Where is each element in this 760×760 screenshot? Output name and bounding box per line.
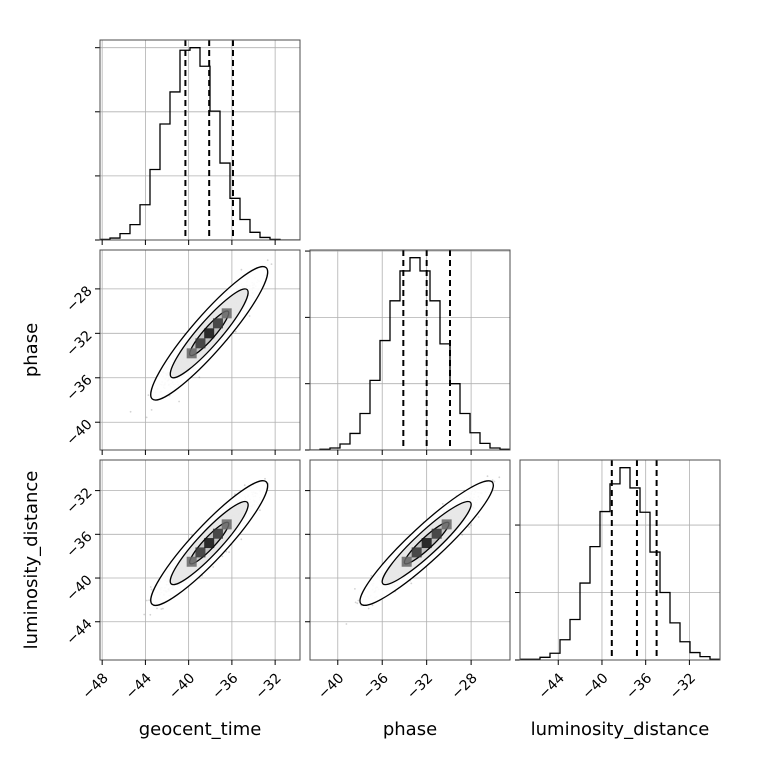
scatter-point xyxy=(370,574,373,577)
scatter-point xyxy=(477,516,480,518)
density-block xyxy=(186,348,197,359)
x-tick-label: −32 xyxy=(253,670,285,702)
histogram-panel-phase xyxy=(305,249,511,455)
scatter-point xyxy=(264,477,266,480)
pair-panel-phase-vs-luminosity_distance: −40 −36 −32 −28 xyxy=(305,459,511,703)
panel-frame xyxy=(309,249,511,451)
panel-frame xyxy=(99,249,301,451)
scatter-point xyxy=(234,493,236,495)
scatter-point xyxy=(356,602,359,605)
scatter-point xyxy=(143,613,146,616)
y-tick-label: −40 xyxy=(63,417,95,449)
scatter-point xyxy=(243,484,246,487)
density-block xyxy=(204,328,215,339)
scatter-point xyxy=(240,268,243,271)
pair-content xyxy=(143,455,281,616)
scatter-point xyxy=(150,409,153,411)
pair-panel-geocent_time-vs-luminosity_distance: −48 −44 −40 −36 −32 −44 −40 −36 −32 xyxy=(63,455,301,703)
y-tick-label: −32 xyxy=(63,328,95,360)
density-block xyxy=(195,547,206,558)
density-block xyxy=(212,528,223,539)
scatter-point xyxy=(461,533,464,536)
scatter-point xyxy=(150,588,153,591)
pair-panel-geocent_time-vs-phase: −40 −36 −32 −28 xyxy=(63,249,301,455)
scatter-point xyxy=(234,330,237,333)
density-block xyxy=(186,556,197,567)
scatter-point xyxy=(221,555,224,558)
scatter-point xyxy=(178,400,181,403)
pair-content xyxy=(345,475,501,625)
y-tick-label: −36 xyxy=(63,372,95,404)
scatter-point xyxy=(498,476,501,479)
scatter-point xyxy=(266,259,269,262)
histogram-panel-geocent_time xyxy=(95,39,301,245)
scatter-point xyxy=(225,550,228,553)
scatter-point xyxy=(149,586,152,588)
scatter-point xyxy=(147,394,150,396)
scatter-point xyxy=(198,376,201,379)
scatter-point xyxy=(162,607,164,610)
y-tick-label: −36 xyxy=(63,529,95,561)
scatter-point xyxy=(441,503,444,505)
scatter-point xyxy=(212,566,215,568)
panel-frame xyxy=(99,39,301,241)
pair-content xyxy=(129,259,273,419)
y-tick-label: −44 xyxy=(63,616,95,648)
panel-frame xyxy=(99,459,301,661)
scatter-point xyxy=(129,410,132,413)
scatter-point xyxy=(228,551,231,553)
scatter-point xyxy=(345,623,348,625)
scatter-point xyxy=(240,538,243,541)
scatter-point xyxy=(270,263,273,265)
scatter-point xyxy=(145,416,148,419)
scatter-point xyxy=(248,315,251,317)
density-block xyxy=(204,538,215,549)
y-tick-label: −40 xyxy=(63,572,95,604)
scatter-point xyxy=(156,607,158,610)
scatter-point xyxy=(259,509,261,512)
density-block xyxy=(221,308,232,319)
scatter-point xyxy=(279,455,281,457)
scatter-point xyxy=(149,613,152,616)
scatter-point xyxy=(470,524,472,527)
scatter-point xyxy=(367,607,370,610)
scatter-point xyxy=(148,599,151,602)
x-tick-label: −40 xyxy=(166,670,198,702)
y-tick-label: −32 xyxy=(63,485,95,517)
scatter-point xyxy=(468,526,470,528)
scatter-point xyxy=(145,599,148,602)
y-tick-label: −28 xyxy=(63,283,95,315)
scatter-point xyxy=(160,608,163,610)
scatter-point xyxy=(371,604,374,607)
density-block xyxy=(195,338,206,349)
histogram-steps xyxy=(310,257,510,450)
scatter-point xyxy=(357,599,360,602)
density-block xyxy=(221,519,232,530)
x-tick-label: −48 xyxy=(80,670,112,702)
x-tick-label: −36 xyxy=(209,670,241,702)
scatter-point xyxy=(493,480,496,483)
x-tick-label: −44 xyxy=(123,670,155,702)
histogram-steps xyxy=(100,47,300,240)
density-block xyxy=(212,318,223,329)
